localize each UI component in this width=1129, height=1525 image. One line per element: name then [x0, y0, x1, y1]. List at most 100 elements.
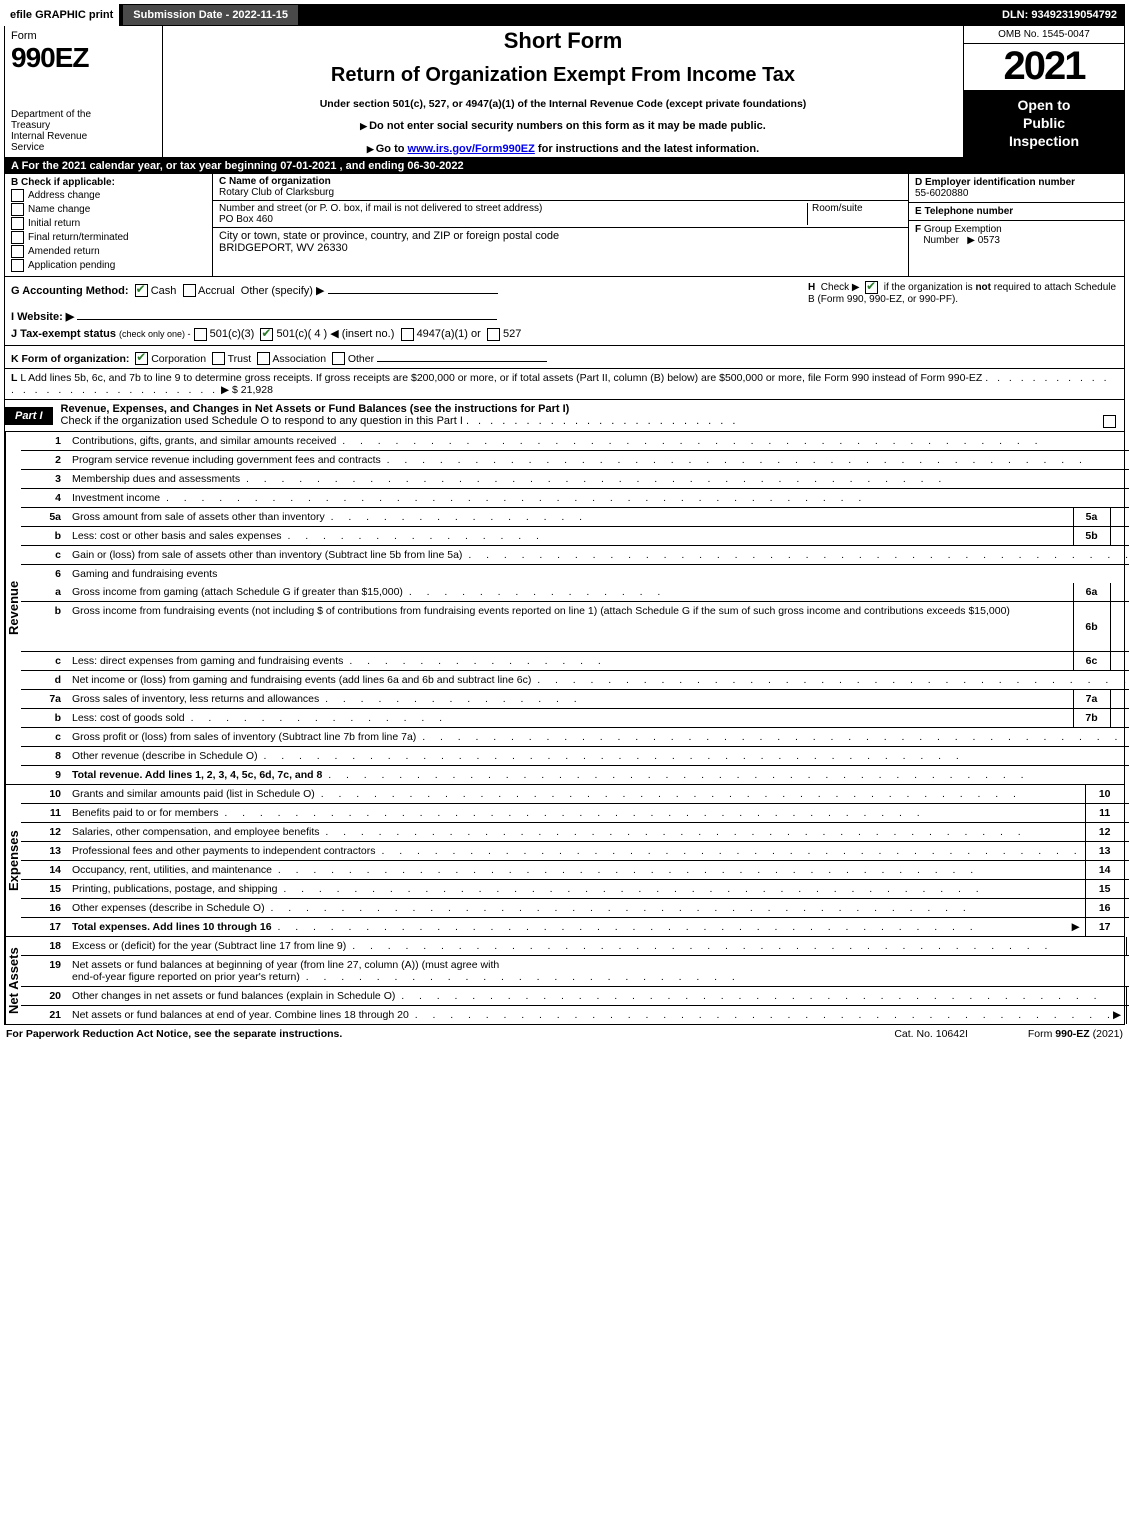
line-11-amt — [1124, 804, 1129, 823]
lbl-other-org: Other — [348, 353, 374, 365]
page-footer: For Paperwork Reduction Act Notice, see … — [4, 1025, 1125, 1040]
line-7a-num: 7a — [21, 690, 67, 709]
chk-501c3[interactable] — [194, 328, 207, 341]
line-5b-num: b — [21, 527, 67, 546]
line-4-desc: Investment income . . . . . . . . . . . … — [67, 489, 1129, 508]
l-amount: $ 21,928 — [232, 384, 273, 396]
box-c: C Name of organization Rotary Club of Cl… — [213, 174, 908, 276]
lbl-527: 527 — [503, 328, 521, 340]
revenue-label: Revenue — [5, 432, 21, 784]
chk-amended[interactable] — [11, 245, 24, 258]
line-6-num: 6 — [21, 565, 67, 583]
line-2-desc: Program service revenue including govern… — [67, 451, 1129, 470]
irs-link[interactable]: www.irs.gov/Form990EZ — [408, 143, 535, 155]
line-16-amt: 13,379 — [1124, 899, 1129, 918]
chk-501c[interactable] — [260, 328, 273, 341]
submission-date: Submission Date - 2022-11-15 — [123, 5, 298, 25]
line-5a-subval — [1110, 508, 1129, 526]
j-note: (check only one) - — [119, 329, 191, 339]
chk-accrual[interactable] — [183, 284, 196, 297]
chk-association[interactable] — [257, 352, 270, 365]
line-11-num: 11 — [21, 804, 67, 823]
l-text: L Add lines 5b, 6c, and 7b to line 9 to … — [20, 372, 982, 384]
line-18-num: 18 — [21, 937, 67, 956]
lbl-amended: Amended return — [28, 246, 100, 257]
website-input[interactable] — [77, 307, 497, 320]
line-6b-desc-wrap: Gross income from fundraising events (no… — [67, 602, 1129, 652]
lbl-final-return: Final return/terminated — [28, 232, 129, 243]
line-9-desc: Total revenue. Add lines 1, 2, 3, 4, 5c,… — [67, 766, 1129, 784]
d-ein: 55-6020880 — [915, 188, 968, 199]
other-method-input[interactable] — [328, 281, 498, 294]
line-12-desc: Salaries, other compensation, and employ… — [67, 823, 1085, 842]
lbl-other-specify: Other (specify) — [241, 285, 313, 297]
chk-4947[interactable] — [401, 328, 414, 341]
line-6d-desc: Net income or (loss) from gaming and fun… — [67, 671, 1129, 690]
chk-final-return[interactable] — [11, 231, 24, 244]
chk-address-change[interactable] — [11, 189, 24, 202]
line-10-box: 10 — [1085, 785, 1124, 804]
chk-527[interactable] — [487, 328, 500, 341]
line-1-num: 1 — [21, 432, 67, 451]
line-10-num: 10 — [21, 785, 67, 804]
form-word: Form — [11, 30, 156, 42]
lbl-trust: Trust — [228, 353, 252, 365]
lbl-4947: 4947(a)(1) or — [417, 328, 481, 340]
form-container: Form 990EZ Department of theTreasuryInte… — [4, 26, 1125, 1025]
addr-lbl: Number and street (or P. O. box, if mail… — [219, 203, 542, 214]
instruction-ssn: Do not enter social security numbers on … — [167, 120, 959, 132]
line-7a-desc-wrap: Gross sales of inventory, less returns a… — [67, 690, 1129, 709]
box-def: D Employer identification number 55-6020… — [908, 174, 1124, 276]
line-16-box: 16 — [1085, 899, 1124, 918]
line-13-box: 13 — [1085, 842, 1124, 861]
open-public: Open toPublicInspection — [964, 90, 1124, 157]
line-19-desc: Net assets or fund balances at beginning… — [67, 956, 1129, 987]
org-city: BRIDGEPORT, WV 26330 — [219, 242, 348, 254]
other-org-input[interactable] — [377, 349, 547, 362]
j-lbl: J Tax-exempt status — [11, 328, 116, 340]
line-6b-subval: 8,746 — [1110, 602, 1129, 651]
row-l: L L Add lines 5b, 6c, and 7b to line 9 t… — [5, 369, 1124, 400]
goto-post: for instructions and the latest informat… — [535, 143, 759, 155]
line-7b-desc-wrap: Less: cost of goods sold . . . . . . . .… — [67, 709, 1129, 728]
form-number: 990EZ — [11, 42, 156, 74]
line-7c-desc: Gross profit or (loss) from sales of inv… — [67, 728, 1129, 747]
lbl-501c: 501(c)( 4 ) ◀ (insert no.) — [276, 328, 394, 340]
i-website-lbl: I Website: ▶ — [11, 311, 74, 323]
chk-initial-return[interactable] — [11, 217, 24, 230]
line-6c-subval: 1,692 — [1110, 652, 1129, 670]
top-bar: efile GRAPHIC print Submission Date - 20… — [4, 4, 1125, 26]
line-11-desc: Benefits paid to or for members . . . . … — [67, 804, 1085, 823]
chk-name-change[interactable] — [11, 203, 24, 216]
chk-cash[interactable] — [135, 284, 148, 297]
title-short-form: Short Form — [167, 28, 959, 54]
efile-label: efile GRAPHIC print — [4, 4, 119, 26]
lbl-corporation: Corporation — [151, 353, 206, 365]
chk-schedule-b[interactable] — [865, 281, 878, 294]
chk-app-pending[interactable] — [11, 259, 24, 272]
line-5b-subval — [1110, 527, 1129, 545]
chk-corporation[interactable] — [135, 352, 148, 365]
footer-paperwork: For Paperwork Reduction Act Notice, see … — [6, 1028, 342, 1040]
row-gh: G Accounting Method: Cash Accrual Other … — [5, 277, 1124, 346]
chk-schedule-o[interactable] — [1103, 415, 1116, 428]
chk-other-org[interactable] — [332, 352, 345, 365]
part-i-title: Revenue, Expenses, and Changes in Net As… — [53, 400, 1124, 431]
org-address: PO Box 460 — [219, 214, 273, 225]
line-6b-num: b — [21, 602, 67, 652]
line-7b-num: b — [21, 709, 67, 728]
line-13-amt — [1124, 842, 1129, 861]
line-6a-subval — [1110, 583, 1129, 601]
line-5c-desc: Gain or (loss) from sale of assets other… — [67, 546, 1129, 565]
chk-trust[interactable] — [212, 352, 225, 365]
box-b-title: B Check if applicable: — [11, 177, 206, 188]
line-6b-sublabel: 6b — [1073, 602, 1110, 651]
line-2-num: 2 — [21, 451, 67, 470]
row-a-tax-year: A For the 2021 calendar year, or tax yea… — [5, 158, 1124, 174]
line-21-num: 21 — [21, 1006, 67, 1024]
line-15-amt: 691 — [1124, 880, 1129, 899]
line-5a-num: 5a — [21, 508, 67, 527]
line-6a-desc-wrap: Gross income from gaming (attach Schedul… — [67, 583, 1129, 602]
line-13-num: 13 — [21, 842, 67, 861]
line-7a-sublabel: 7a — [1073, 690, 1110, 708]
